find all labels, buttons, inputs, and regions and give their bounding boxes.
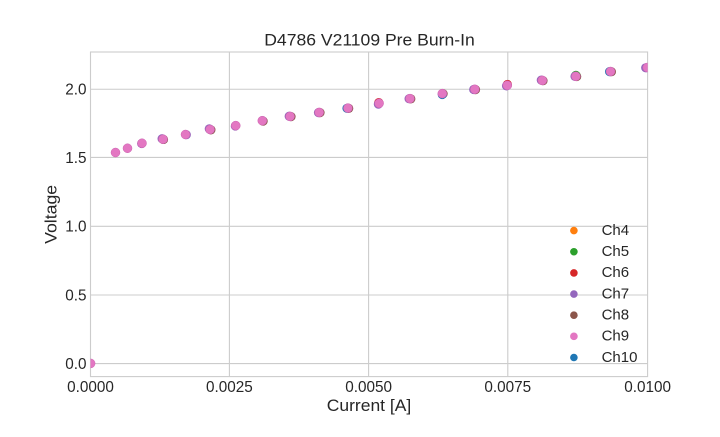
svg-text:Ch9: Ch9 bbox=[602, 328, 630, 345]
svg-text:D4786 V21109 Pre Burn-In: D4786 V21109 Pre Burn-In bbox=[264, 31, 475, 50]
svg-text:1.0: 1.0 bbox=[65, 219, 86, 236]
svg-text:1.5: 1.5 bbox=[65, 150, 86, 167]
svg-text:Ch5: Ch5 bbox=[602, 243, 630, 260]
svg-text:0.0025: 0.0025 bbox=[206, 379, 253, 396]
svg-text:0.0050: 0.0050 bbox=[345, 379, 392, 396]
svg-text:0.0: 0.0 bbox=[65, 356, 86, 373]
svg-text:2.0: 2.0 bbox=[65, 82, 86, 99]
svg-text:Ch7: Ch7 bbox=[602, 285, 630, 302]
svg-text:Ch6: Ch6 bbox=[602, 264, 630, 281]
svg-text:Voltage: Voltage bbox=[41, 185, 60, 244]
svg-text:Ch10: Ch10 bbox=[602, 349, 638, 366]
svg-text:Ch4: Ch4 bbox=[602, 222, 630, 239]
svg-text:0.0075: 0.0075 bbox=[484, 379, 531, 396]
svg-text:0.0100: 0.0100 bbox=[624, 379, 671, 396]
svg-text:Ch8: Ch8 bbox=[602, 306, 630, 323]
svg-text:0.5: 0.5 bbox=[65, 287, 86, 304]
svg-text:Current [A]: Current [A] bbox=[327, 396, 412, 415]
svg-text:0.0000: 0.0000 bbox=[67, 379, 114, 396]
